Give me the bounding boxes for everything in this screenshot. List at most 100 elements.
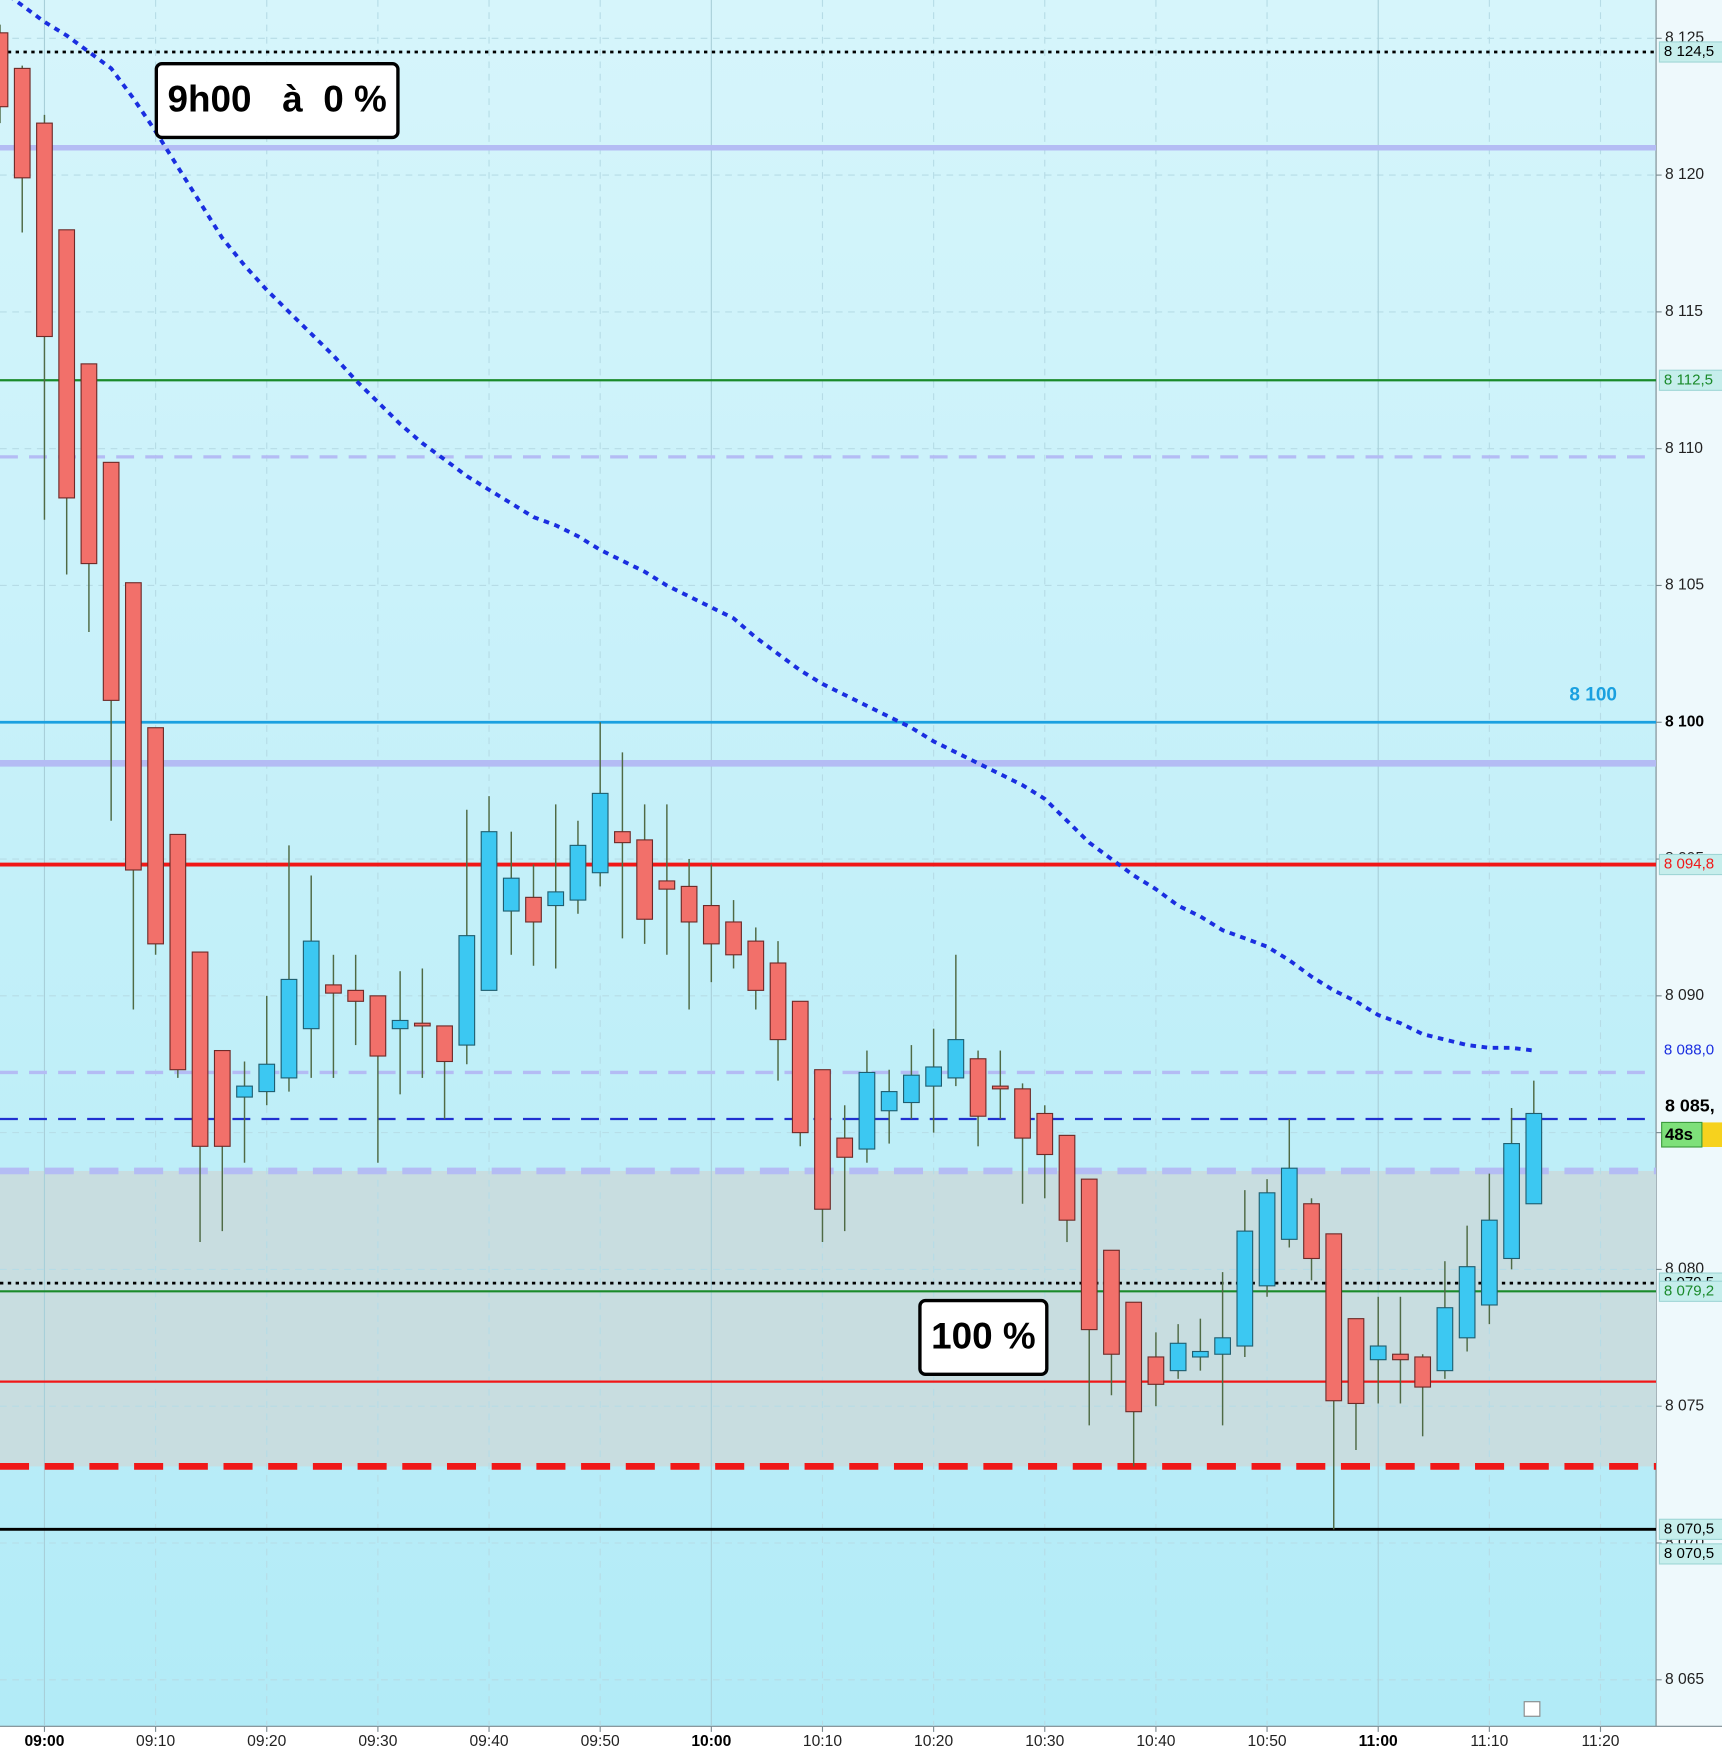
candle-body-up xyxy=(280,978,298,1079)
candle-body-down xyxy=(991,1085,1009,1090)
candle-body-up xyxy=(258,1063,276,1093)
candle-body-down xyxy=(814,1069,831,1210)
level-label-box xyxy=(1658,1280,1722,1302)
x-tick-label: 10:20 xyxy=(914,1733,953,1750)
y-tick-label: 8 120 xyxy=(1665,166,1704,183)
y-tick-label: 8 110 xyxy=(1665,440,1703,457)
y-tick-label: 8 075 xyxy=(1665,1397,1704,1414)
moving-average xyxy=(11,0,1535,1053)
candle-body-down xyxy=(1347,1318,1365,1405)
level-label-box xyxy=(1658,853,1722,876)
candle-body-down xyxy=(191,951,209,1147)
level-label: 8 124,5 xyxy=(1664,43,1714,60)
candle-body-up xyxy=(903,1074,920,1104)
candle-body-up xyxy=(302,940,320,1030)
candle-body-down xyxy=(1147,1356,1165,1385)
candle-body-up xyxy=(591,792,609,874)
candle-body-down xyxy=(658,880,676,890)
candle-body-down xyxy=(747,940,765,991)
level-label-box xyxy=(1658,1543,1722,1565)
x-tick-label: 11:10 xyxy=(1470,1733,1508,1750)
candle-body-down xyxy=(1414,1356,1432,1388)
annotation-box xyxy=(154,62,400,140)
candle-body-up xyxy=(1503,1143,1520,1260)
candle-body-up xyxy=(480,831,498,991)
price-tag: 8 085, xyxy=(1665,1095,1715,1115)
x-tick-label: 09:40 xyxy=(469,1733,508,1750)
candle-body-down xyxy=(347,989,365,1002)
candle-body-down xyxy=(80,363,98,565)
y-tick-label: 8 105 xyxy=(1665,577,1704,594)
x-tick-label: 09:00 xyxy=(24,1733,64,1750)
candle-body-up xyxy=(1436,1307,1454,1372)
annotation-box xyxy=(918,1298,1049,1377)
candle-body-down xyxy=(58,229,76,499)
candle-body-down xyxy=(1036,1112,1054,1156)
candle-body-up xyxy=(1214,1337,1231,1355)
candle-body-up xyxy=(880,1091,898,1112)
y-tick-label: 8 100 xyxy=(1665,713,1704,730)
candle-body-down xyxy=(124,582,142,871)
price-box xyxy=(1698,1122,1722,1147)
candle-body-up xyxy=(1258,1192,1276,1287)
candle-body-up xyxy=(547,891,565,907)
candle-body-up xyxy=(569,844,587,901)
level-label-box xyxy=(1658,369,1722,391)
level-label-box xyxy=(1658,41,1722,63)
candle-body-up xyxy=(1169,1342,1187,1372)
candle-body-up xyxy=(858,1071,876,1150)
candle-body-down xyxy=(836,1137,854,1158)
candle-body-down xyxy=(525,896,542,923)
candle-body-up xyxy=(947,1039,965,1079)
candle-body-down xyxy=(791,1000,809,1134)
candle-body-down xyxy=(169,833,187,1071)
candle-body-up xyxy=(502,877,520,912)
candle-body-up xyxy=(1525,1112,1543,1205)
candle-body-up xyxy=(1236,1230,1254,1347)
x-tick-label: 11:00 xyxy=(1359,1733,1398,1750)
candle-body-down xyxy=(1392,1353,1409,1361)
candle-body-down xyxy=(1125,1301,1143,1413)
candle-body-up xyxy=(458,935,476,1046)
level-label: 8 079,2 xyxy=(1664,1282,1714,1299)
plot-area: 8 100 9h00 à 0 % 100 % xyxy=(0,0,1657,1727)
y-tick-label: 8 065 xyxy=(1665,1671,1704,1688)
candle-body-up xyxy=(391,1019,409,1030)
x-tick-label: 10:10 xyxy=(803,1733,842,1750)
candle-body-down xyxy=(1103,1249,1120,1355)
candle-body-down xyxy=(369,995,387,1057)
level-label: 8 094,8 xyxy=(1664,856,1714,873)
candle-body-down xyxy=(636,839,654,920)
candle-body-down xyxy=(436,1025,453,1063)
candle-body-down xyxy=(147,727,164,945)
info-icon[interactable] xyxy=(1523,1701,1541,1717)
candle-body-down xyxy=(36,122,53,338)
level-label: 8 112,5 xyxy=(1664,371,1713,388)
candle-body-up xyxy=(1280,1167,1298,1240)
candle-body-down xyxy=(725,921,742,956)
candle-body-down xyxy=(1080,1178,1098,1331)
x-tick-label: 09:10 xyxy=(136,1733,175,1750)
candle-body-up xyxy=(1369,1345,1387,1361)
candle-body-down xyxy=(1014,1088,1031,1139)
annotation-text: 9h00 à 0 % xyxy=(168,78,387,119)
level-label: 8 070,5 xyxy=(1664,1520,1714,1537)
candle-body-down xyxy=(1058,1134,1076,1221)
y-tick-label: 8 115 xyxy=(1665,303,1703,320)
candle-body-up xyxy=(1480,1219,1498,1306)
candle-body-up xyxy=(925,1066,943,1087)
candle-body-down xyxy=(413,1022,431,1027)
x-tick-label: 10:00 xyxy=(691,1733,731,1750)
ma-label: 8 088,0 xyxy=(1664,1042,1714,1059)
candle-body-down xyxy=(0,32,9,108)
x-tick-label: 09:30 xyxy=(358,1733,397,1750)
candle-body-down xyxy=(13,67,31,179)
candle-body-down xyxy=(213,1049,231,1147)
x-tick-label: 10:30 xyxy=(1025,1733,1064,1750)
y-tick-label: 8 090 xyxy=(1665,987,1704,1004)
level-caption: 8 100 xyxy=(1569,684,1617,705)
x-tick-label: 10:40 xyxy=(1136,1733,1175,1750)
candle-body-down xyxy=(680,885,698,923)
candle-body-down xyxy=(614,831,631,844)
